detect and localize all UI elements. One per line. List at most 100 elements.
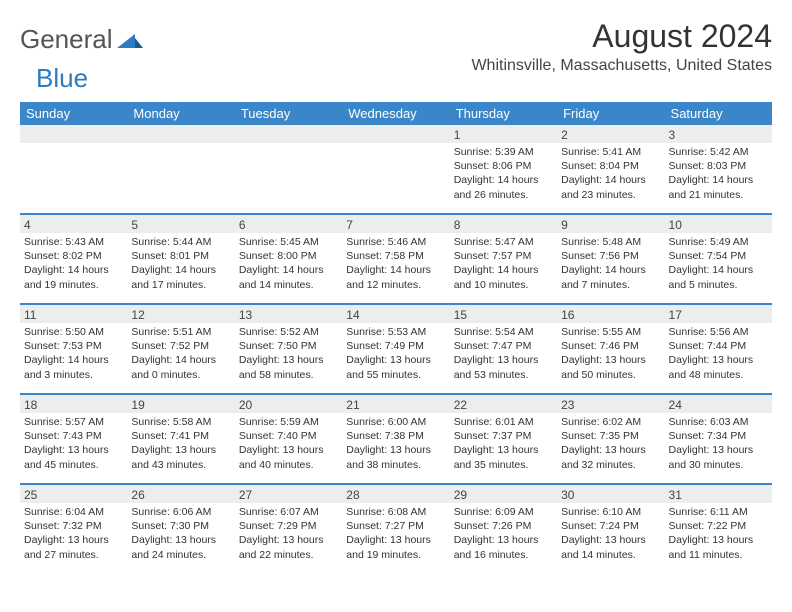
daylight-text: Daylight: 13 hours and 24 minutes. [131, 533, 230, 561]
day-number: 6 [235, 215, 342, 233]
sunrise-text: Sunrise: 5:59 AM [239, 415, 338, 429]
cell-body [127, 143, 234, 203]
calendar-cell [342, 125, 449, 213]
calendar: SundayMondayTuesdayWednesdayThursdayFrid… [20, 102, 772, 573]
calendar-cell: 18Sunrise: 5:57 AMSunset: 7:43 PMDayligh… [20, 395, 127, 483]
sunrise-text: Sunrise: 5:43 AM [24, 235, 123, 249]
sunset-text: Sunset: 7:58 PM [346, 249, 445, 263]
day-number [235, 125, 342, 143]
sunset-text: Sunset: 7:49 PM [346, 339, 445, 353]
cell-body: Sunrise: 5:59 AMSunset: 7:40 PMDaylight:… [235, 413, 342, 476]
sunrise-text: Sunrise: 6:04 AM [24, 505, 123, 519]
day-number: 24 [665, 395, 772, 413]
daylight-text: Daylight: 13 hours and 50 minutes. [561, 353, 660, 381]
calendar-cell: 10Sunrise: 5:49 AMSunset: 7:54 PMDayligh… [665, 215, 772, 303]
calendar-cell [127, 125, 234, 213]
sunrise-text: Sunrise: 5:47 AM [454, 235, 553, 249]
sunrise-text: Sunrise: 5:39 AM [454, 145, 553, 159]
calendar-cell: 25Sunrise: 6:04 AMSunset: 7:32 PMDayligh… [20, 485, 127, 573]
daylight-text: Daylight: 13 hours and 22 minutes. [239, 533, 338, 561]
calendar-cell: 7Sunrise: 5:46 AMSunset: 7:58 PMDaylight… [342, 215, 449, 303]
sunrise-text: Sunrise: 5:49 AM [669, 235, 768, 249]
sunrise-text: Sunrise: 5:50 AM [24, 325, 123, 339]
calendar-cell: 8Sunrise: 5:47 AMSunset: 7:57 PMDaylight… [450, 215, 557, 303]
sunrise-text: Sunrise: 5:46 AM [346, 235, 445, 249]
day-number: 5 [127, 215, 234, 233]
day-number [20, 125, 127, 143]
daylight-text: Daylight: 14 hours and 3 minutes. [24, 353, 123, 381]
calendar-cell: 31Sunrise: 6:11 AMSunset: 7:22 PMDayligh… [665, 485, 772, 573]
day-number: 2 [557, 125, 664, 143]
calendar-cell: 6Sunrise: 5:45 AMSunset: 8:00 PMDaylight… [235, 215, 342, 303]
daylight-text: Daylight: 13 hours and 45 minutes. [24, 443, 123, 471]
sunset-text: Sunset: 7:40 PM [239, 429, 338, 443]
cell-body: Sunrise: 6:04 AMSunset: 7:32 PMDaylight:… [20, 503, 127, 566]
daylight-text: Daylight: 13 hours and 48 minutes. [669, 353, 768, 381]
daylight-text: Daylight: 13 hours and 43 minutes. [131, 443, 230, 471]
sunset-text: Sunset: 7:52 PM [131, 339, 230, 353]
daylight-text: Daylight: 13 hours and 38 minutes. [346, 443, 445, 471]
sunset-text: Sunset: 7:41 PM [131, 429, 230, 443]
sunrise-text: Sunrise: 6:03 AM [669, 415, 768, 429]
calendar-cell: 24Sunrise: 6:03 AMSunset: 7:34 PMDayligh… [665, 395, 772, 483]
weekday-header: Wednesday [342, 102, 449, 125]
sunrise-text: Sunrise: 6:01 AM [454, 415, 553, 429]
day-number: 16 [557, 305, 664, 323]
day-number: 21 [342, 395, 449, 413]
calendar-cell [20, 125, 127, 213]
sunset-text: Sunset: 7:37 PM [454, 429, 553, 443]
calendar-cell: 15Sunrise: 5:54 AMSunset: 7:47 PMDayligh… [450, 305, 557, 393]
daylight-text: Daylight: 13 hours and 53 minutes. [454, 353, 553, 381]
daylight-text: Daylight: 13 hours and 35 minutes. [454, 443, 553, 471]
day-number: 22 [450, 395, 557, 413]
sunset-text: Sunset: 7:24 PM [561, 519, 660, 533]
calendar-cell: 27Sunrise: 6:07 AMSunset: 7:29 PMDayligh… [235, 485, 342, 573]
cell-body: Sunrise: 5:53 AMSunset: 7:49 PMDaylight:… [342, 323, 449, 386]
logo-text-blue: Blue [36, 63, 88, 94]
daylight-text: Daylight: 14 hours and 14 minutes. [239, 263, 338, 291]
sunrise-text: Sunrise: 6:10 AM [561, 505, 660, 519]
sunrise-text: Sunrise: 6:00 AM [346, 415, 445, 429]
cell-body: Sunrise: 5:54 AMSunset: 7:47 PMDaylight:… [450, 323, 557, 386]
logo-text-general: General [20, 24, 113, 55]
cell-body: Sunrise: 6:06 AMSunset: 7:30 PMDaylight:… [127, 503, 234, 566]
cell-body: Sunrise: 5:51 AMSunset: 7:52 PMDaylight:… [127, 323, 234, 386]
sunset-text: Sunset: 8:01 PM [131, 249, 230, 263]
logo-mark-icon [117, 24, 143, 55]
cell-body: Sunrise: 5:52 AMSunset: 7:50 PMDaylight:… [235, 323, 342, 386]
calendar-cell: 19Sunrise: 5:58 AMSunset: 7:41 PMDayligh… [127, 395, 234, 483]
day-number: 27 [235, 485, 342, 503]
day-number: 8 [450, 215, 557, 233]
day-number: 15 [450, 305, 557, 323]
day-number: 31 [665, 485, 772, 503]
daylight-text: Daylight: 14 hours and 7 minutes. [561, 263, 660, 291]
calendar-cell [235, 125, 342, 213]
day-number: 26 [127, 485, 234, 503]
daylight-text: Daylight: 14 hours and 19 minutes. [24, 263, 123, 291]
cell-body: Sunrise: 5:49 AMSunset: 7:54 PMDaylight:… [665, 233, 772, 296]
cell-body [20, 143, 127, 203]
daylight-text: Daylight: 13 hours and 40 minutes. [239, 443, 338, 471]
cell-body: Sunrise: 5:50 AMSunset: 7:53 PMDaylight:… [20, 323, 127, 386]
daylight-text: Daylight: 13 hours and 58 minutes. [239, 353, 338, 381]
sunset-text: Sunset: 8:00 PM [239, 249, 338, 263]
weekday-header: Friday [557, 102, 664, 125]
cell-body: Sunrise: 6:01 AMSunset: 7:37 PMDaylight:… [450, 413, 557, 476]
daylight-text: Daylight: 14 hours and 26 minutes. [454, 173, 553, 201]
sunset-text: Sunset: 7:34 PM [669, 429, 768, 443]
sunrise-text: Sunrise: 6:06 AM [131, 505, 230, 519]
sunrise-text: Sunrise: 5:53 AM [346, 325, 445, 339]
cell-body: Sunrise: 6:10 AMSunset: 7:24 PMDaylight:… [557, 503, 664, 566]
weekday-header-row: SundayMondayTuesdayWednesdayThursdayFrid… [20, 102, 772, 125]
sunset-text: Sunset: 7:30 PM [131, 519, 230, 533]
sunrise-text: Sunrise: 5:41 AM [561, 145, 660, 159]
calendar-cell: 1Sunrise: 5:39 AMSunset: 8:06 PMDaylight… [450, 125, 557, 213]
sunset-text: Sunset: 7:22 PM [669, 519, 768, 533]
cell-body: Sunrise: 5:55 AMSunset: 7:46 PMDaylight:… [557, 323, 664, 386]
sunset-text: Sunset: 7:54 PM [669, 249, 768, 263]
calendar-cell: 28Sunrise: 6:08 AMSunset: 7:27 PMDayligh… [342, 485, 449, 573]
daylight-text: Daylight: 14 hours and 12 minutes. [346, 263, 445, 291]
sunrise-text: Sunrise: 5:54 AM [454, 325, 553, 339]
day-number: 10 [665, 215, 772, 233]
calendar-cell: 5Sunrise: 5:44 AMSunset: 8:01 PMDaylight… [127, 215, 234, 303]
